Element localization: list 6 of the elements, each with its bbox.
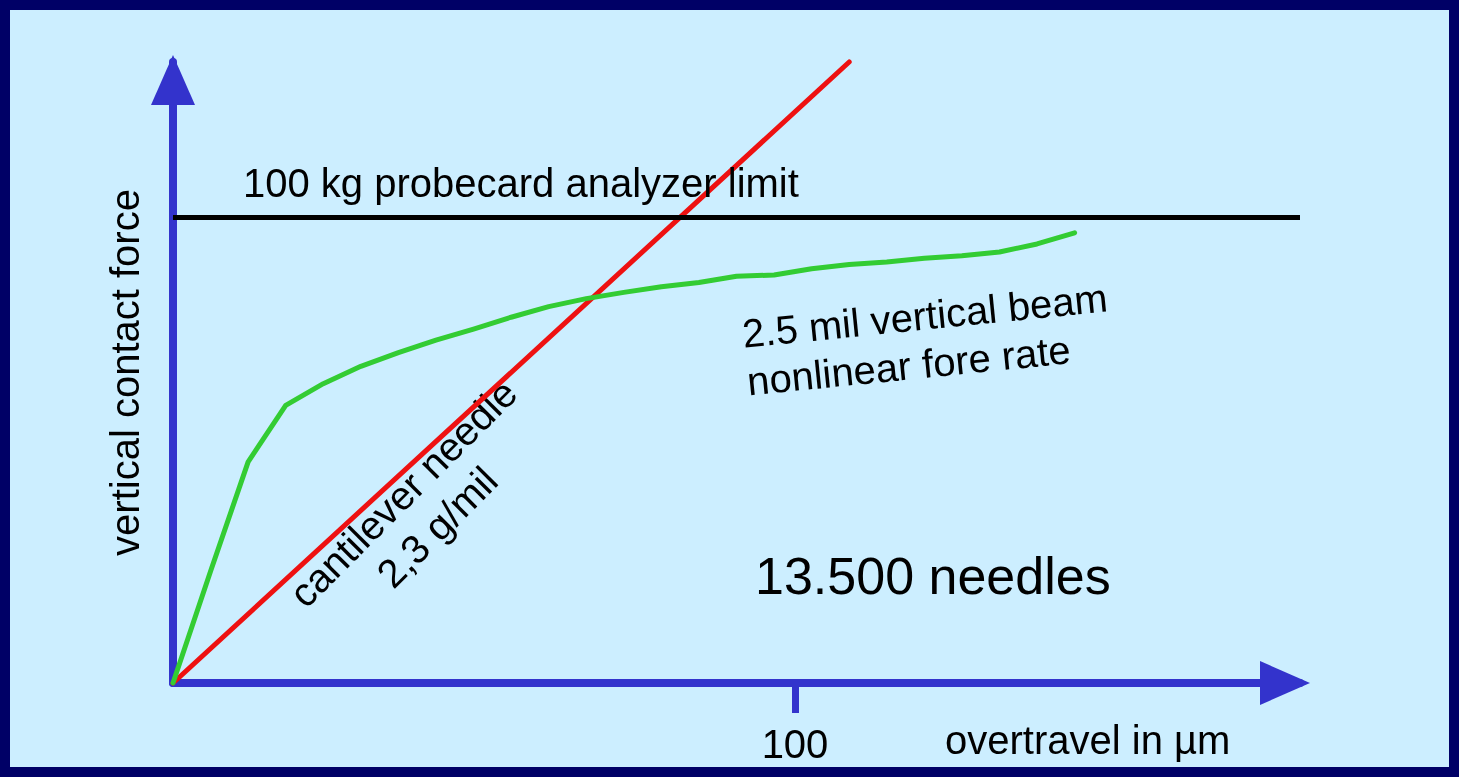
ref-line-label: 100 kg probecard analyzer limit [243, 161, 799, 206]
annotation: 2.5 mil vertical beam nonlinear fore rate [740, 275, 1110, 404]
text: 100 [761, 722, 829, 766]
y-axis-title: vertical contact force [103, 189, 147, 556]
annotation: 13.500 needles [755, 547, 1111, 606]
x-axis-title: overtravel in µm [945, 718, 1231, 762]
